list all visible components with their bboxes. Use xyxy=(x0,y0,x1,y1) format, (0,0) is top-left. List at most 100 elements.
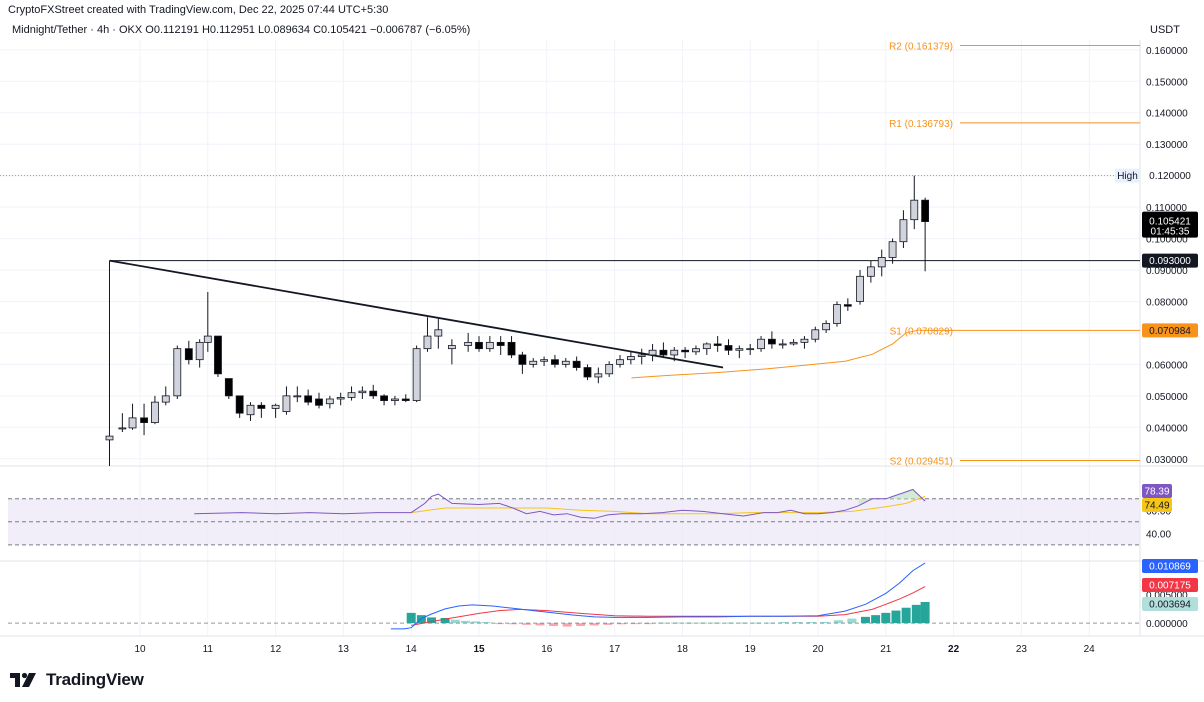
candle-down xyxy=(235,395,244,418)
time-axis-label: 20 xyxy=(812,644,824,655)
candle-body xyxy=(315,398,323,406)
macd-tick-label: 0.000000 xyxy=(1146,619,1188,630)
price-tick-label: 0.150000 xyxy=(1146,77,1188,88)
symbol-label[interactable]: Midnight/Tether · 4h · OKX xyxy=(12,24,143,36)
pivot-price-tag: 0.070984 xyxy=(1149,326,1191,337)
macd-histogram-bar xyxy=(891,610,901,624)
candle-body xyxy=(572,360,581,368)
candle-body xyxy=(412,348,421,401)
macd-histogram-bar xyxy=(576,623,586,626)
time-axis-label: 23 xyxy=(1016,644,1028,655)
macd-value-tag-bg xyxy=(1142,559,1198,573)
candle-up xyxy=(561,358,570,368)
macd-histogram-bar xyxy=(684,622,694,624)
symbol-ohlc-legend[interactable]: Midnight/Tether · 4h · OKX O0.112191 H0.… xyxy=(12,24,470,36)
macd-histogram-bar xyxy=(871,615,881,624)
time-axis-label: 17 xyxy=(609,644,621,655)
macd-histogram-bar xyxy=(860,616,870,624)
price-tick-label: 0.130000 xyxy=(1146,140,1188,151)
candle-up xyxy=(529,358,538,368)
candle-down xyxy=(713,336,722,352)
high-label-bg xyxy=(1115,168,1140,183)
price-tick-label: 0.080000 xyxy=(1146,297,1188,308)
candle-body xyxy=(447,345,456,350)
candle-up xyxy=(195,339,204,368)
time-axis-label: 24 xyxy=(1084,644,1096,655)
candle-down xyxy=(724,339,733,355)
candle-body xyxy=(856,275,864,302)
candle-body xyxy=(140,417,148,423)
candle-up xyxy=(626,351,635,365)
candle-up xyxy=(540,356,548,366)
candle-body xyxy=(293,395,302,398)
candle-down xyxy=(572,356,581,371)
candle-up xyxy=(325,395,334,409)
candle-down xyxy=(140,403,148,436)
candle-down xyxy=(496,336,505,355)
candle-down xyxy=(257,402,266,418)
candle-down xyxy=(304,389,313,406)
candle-down xyxy=(401,394,410,403)
candle-body xyxy=(702,343,711,350)
candle-up xyxy=(877,249,886,277)
candle-body xyxy=(184,348,193,361)
support-price-tag-bg xyxy=(1142,253,1198,268)
current-price-tag-bg xyxy=(1142,211,1198,238)
high-price-tag: 0.120000 xyxy=(1149,171,1191,182)
price-tick-label: 0.050000 xyxy=(1146,392,1188,403)
tradingview-logo[interactable]: TradingView xyxy=(10,670,144,690)
candle-body xyxy=(626,356,635,361)
candle-up xyxy=(735,345,744,359)
macd-histogram-bar xyxy=(820,622,830,624)
pivot-label: R1 (0.136793) xyxy=(889,119,953,130)
price-tick-label: 0.090000 xyxy=(1146,266,1188,277)
descending-trendline[interactable] xyxy=(109,259,724,369)
candle-body xyxy=(910,199,919,221)
candle-body xyxy=(271,404,280,409)
macd-histogram-bar xyxy=(521,623,531,625)
candle-body xyxy=(195,341,204,361)
macd-histogram-bar xyxy=(450,619,460,624)
candle-body xyxy=(464,341,473,346)
macd-line xyxy=(390,562,926,630)
candle-up xyxy=(746,343,755,355)
candle-up xyxy=(594,367,603,384)
candle-up xyxy=(899,210,908,248)
candles xyxy=(105,175,930,458)
signal-value-tag: 0.007175 xyxy=(1149,581,1191,592)
macd-histogram-bar xyxy=(766,622,776,624)
candle-body xyxy=(105,435,114,441)
time-axis-label: 12 xyxy=(270,644,282,655)
candle-body xyxy=(214,335,222,375)
candle-body xyxy=(767,338,776,345)
candle-body xyxy=(724,345,733,351)
candle-up xyxy=(203,292,212,352)
macd-histogram-bar xyxy=(549,623,559,626)
candle-body xyxy=(507,341,516,356)
candle-body xyxy=(833,304,841,324)
macd-signal-line xyxy=(411,586,926,626)
candle-down xyxy=(214,335,222,377)
rsi-ma-value-tag-bg xyxy=(1142,498,1172,512)
candle-up xyxy=(271,403,280,418)
candle-up xyxy=(391,395,399,406)
pivot-price-tag-bg xyxy=(1142,323,1198,338)
rsi-overbought-fill xyxy=(858,489,926,506)
candle-up xyxy=(282,386,291,415)
candle-body xyxy=(391,398,399,401)
price-grid xyxy=(0,40,1140,636)
candle-body xyxy=(843,304,852,307)
price-tick-label: 0.110000 xyxy=(1146,203,1187,214)
time-axis-label: 16 xyxy=(541,644,553,655)
candle-body xyxy=(877,257,886,268)
candle-down xyxy=(659,342,668,359)
currency-label[interactable]: USDT xyxy=(1150,24,1180,36)
price-tick-label: 0.160000 xyxy=(1146,46,1188,57)
price-tick-label: 0.040000 xyxy=(1146,423,1188,434)
candle-up xyxy=(888,238,897,264)
candle-body xyxy=(358,390,367,394)
rsi-ma-value-tag: 74.49 xyxy=(1144,501,1169,512)
candle-down xyxy=(681,347,690,359)
candle-up xyxy=(789,339,798,346)
